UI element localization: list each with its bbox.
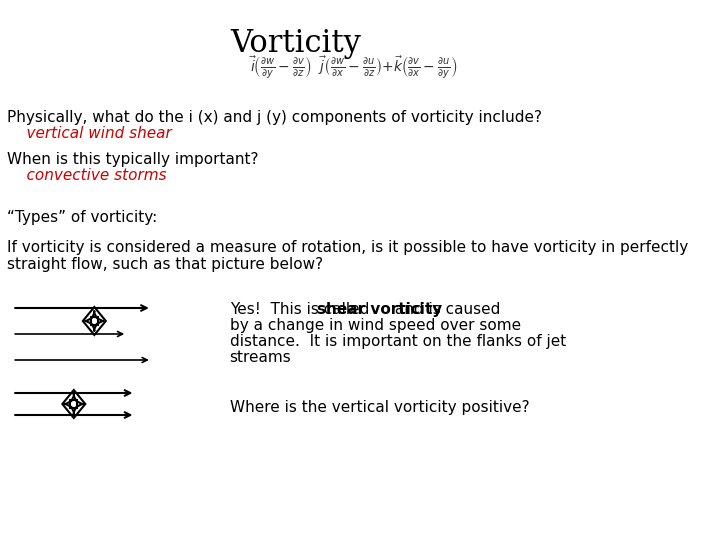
Text: Vorticity: Vorticity — [230, 28, 361, 59]
Text: streams: streams — [230, 350, 292, 365]
Text: Yes!  This is called: Yes! This is called — [230, 302, 374, 317]
Text: $\vec{i}\left(\frac{\partial w}{\partial y}-\frac{\partial v}{\partial z}\right): $\vec{i}\left(\frac{\partial w}{\partial… — [248, 55, 457, 81]
Text: straight flow, such as that picture below?: straight flow, such as that picture belo… — [6, 257, 323, 272]
Text: Where is the vertical vorticity positive?: Where is the vertical vorticity positive… — [230, 400, 529, 415]
Text: Physically, what do the i (x) and j (y) components of vorticity include?: Physically, what do the i (x) and j (y) … — [6, 110, 541, 125]
Text: “Types” of vorticity:: “Types” of vorticity: — [6, 210, 157, 225]
Text: vertical wind shear: vertical wind shear — [6, 126, 171, 141]
Text: distance.  It is important on the flanks of jet: distance. It is important on the flanks … — [230, 334, 566, 349]
Text: If vorticity is considered a measure of rotation, is it possible to have vortici: If vorticity is considered a measure of … — [6, 240, 688, 255]
Text: and is caused: and is caused — [390, 302, 501, 317]
Text: by a change in wind speed over some: by a change in wind speed over some — [230, 318, 521, 333]
Text: shear vorticity: shear vorticity — [318, 302, 443, 317]
Text: convective storms: convective storms — [6, 168, 166, 183]
Text: When is this typically important?: When is this typically important? — [6, 152, 258, 167]
